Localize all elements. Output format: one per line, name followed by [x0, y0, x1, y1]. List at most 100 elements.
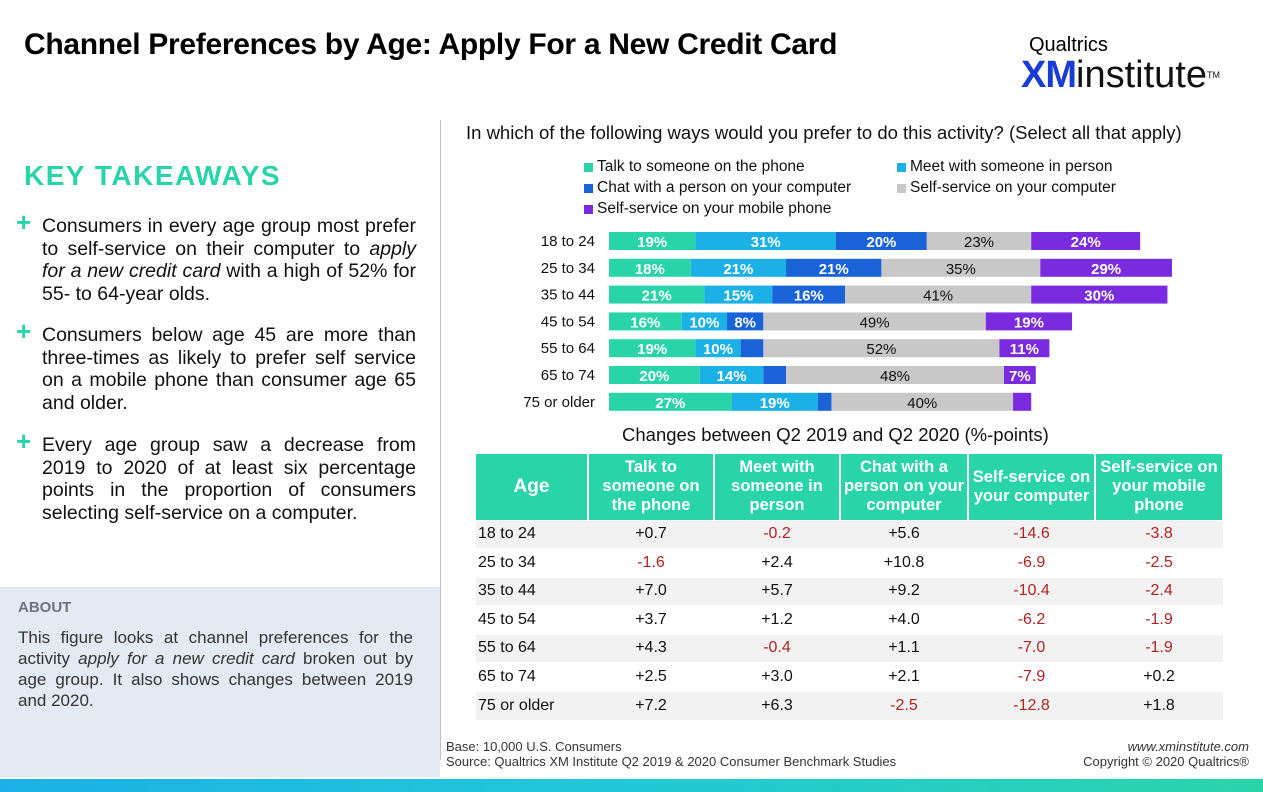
column-header: Self-service on your mobile phone [1095, 454, 1224, 520]
bar-segment [1031, 285, 1168, 304]
key-takeaways-heading: KEY TAKEAWAYS [24, 160, 282, 191]
footer-copyright: Copyright © 2020 Qualtrics® [1083, 754, 1249, 769]
bar-segment [817, 392, 832, 411]
bar-segment [695, 232, 836, 250]
bar-segment [740, 339, 764, 358]
about-text: This figure looks at channel preferences… [18, 628, 413, 710]
bar-segment [1003, 366, 1036, 384]
legend-swatch [897, 162, 906, 172]
table-row: 35 to 44 +7.0 +5.7 +9.2 -10.4 -2.4 [476, 576, 1223, 606]
logo-mark: XMinstituteTM [1021, 54, 1220, 96]
data-label: 19% [637, 234, 667, 251]
brand-gradient-bar [0, 779, 1263, 792]
data-label: 20% [639, 368, 669, 385]
table-row: 55 to 64 +4.3 -0.4 +1.1 -7.0 -1.9 [476, 633, 1223, 663]
column-header: Age [476, 454, 589, 520]
bar-segment [699, 366, 764, 384]
bar-segment [786, 366, 1004, 384]
data-label: 10% [689, 314, 719, 331]
category-label: 65 to 74 [541, 367, 595, 384]
change-cell: -10.4 [968, 576, 1095, 606]
legend-swatch [584, 204, 593, 214]
category-label: 45 to 54 [541, 313, 595, 330]
change-cell: +0.7 [588, 519, 714, 549]
table-header-row: Age Talk to someone on the phone Meet with… [476, 454, 1224, 520]
bar-segment [727, 312, 764, 331]
plus-icon: + [16, 426, 32, 456]
age-cell: 25 to 34 [476, 548, 588, 577]
table-row: 18 to 24 +0.7 -0.2 +5.6 -14.6 -3.8 [476, 519, 1223, 549]
age-cell: 65 to 74 [476, 662, 588, 691]
data-label: 40% [907, 395, 937, 412]
legend-item: Meet with someone in person [897, 158, 1112, 176]
footer-source: Base: 10,000 U.S. Consumers Source: Qual… [446, 739, 896, 769]
category-label: 55 to 64 [541, 340, 595, 357]
table-row: 25 to 34 -1.6 +2.4 +10.8 -6.9 -2.5 [476, 548, 1223, 577]
legend-label: Self-service on your computer [910, 179, 1116, 196]
bar-segment [609, 339, 696, 358]
bar-segment [881, 258, 1041, 277]
change-cell: +7.2 [588, 690, 714, 720]
plus-icon: + [16, 207, 32, 237]
change-cell: +1.8 [1095, 690, 1223, 720]
footer-base: Base: 10,000 U.S. Consumers [446, 739, 622, 754]
legend-item: Chat with a person on your computer [584, 179, 851, 197]
change-cell: +10.8 [840, 548, 968, 577]
data-label: 16% [794, 288, 824, 305]
bar-segment [609, 258, 691, 277]
panel-divider [440, 120, 441, 760]
bar-segment [763, 312, 986, 331]
data-label: 30% [1084, 288, 1114, 305]
age-cell: 45 to 54 [476, 605, 588, 634]
change-cell: +2.1 [840, 662, 968, 691]
change-cell: +5.6 [840, 519, 968, 549]
change-cell: -1.9 [1095, 633, 1223, 663]
category-label: 18 to 24 [541, 233, 595, 250]
data-label: 19% [760, 395, 790, 412]
data-label: 48% [880, 368, 910, 385]
table-row: 75 or older +7.2 +6.3 -2.5 -12.8 +1.8 [476, 690, 1223, 720]
key-takeaways-panel: KEY TAKEAWAYS + Consumers in every age g… [0, 120, 440, 590]
footer-credits: www.xminstitute.com Copyright © 2020 Qua… [1083, 739, 1249, 769]
stacked-bar-chart: 18 to 24 19% 31% 20% 23% 24% 25 to 34 18% 21% 21%… [523, 232, 1172, 412]
change-cell: +7.0 [588, 576, 714, 606]
change-cell: -7.9 [968, 662, 1095, 691]
data-label: 21% [723, 261, 753, 278]
legend-label: Chat with a person on your computer [597, 179, 852, 196]
footer-url[interactable]: www.xminstitute.com [1127, 739, 1249, 754]
about-box: ABOUT This figure looks at channel prefe… [0, 587, 440, 777]
change-cell: +2.5 [588, 662, 714, 691]
legend-label: Talk to someone on the phone [597, 158, 805, 175]
data-label: 11% [1010, 341, 1039, 358]
data-label: 52% [866, 341, 896, 358]
legend-swatch [897, 183, 906, 193]
change-cell: +5.7 [714, 576, 840, 606]
age-cell: 35 to 44 [476, 576, 588, 606]
bar-segment [772, 285, 846, 304]
change-cell: -1.6 [588, 548, 714, 577]
data-label: 15% [723, 288, 753, 305]
bar-segment [690, 258, 787, 277]
table-row: 45 to 54 +3.7 +1.2 +4.0 -6.2 -1.9 [476, 605, 1223, 634]
data-label: 19% [637, 341, 667, 358]
legend-item: Self-service on your computer [897, 179, 1116, 197]
bar-segment [1031, 232, 1141, 250]
data-label: 18% [635, 261, 665, 278]
category-label: 75 or older [523, 394, 595, 411]
bar-segment [609, 285, 705, 304]
data-label: 21% [819, 261, 849, 278]
change-cell: -2.4 [1095, 576, 1223, 606]
data-label: 41% [923, 288, 953, 305]
legend-label: Self-service on your mobile phone [597, 200, 832, 217]
bar-segment [695, 339, 741, 358]
legend-swatch [584, 183, 593, 193]
bar-segment [609, 366, 700, 384]
plus-icon: + [16, 316, 32, 346]
change-cell: +6.3 [714, 690, 840, 720]
change-cell: +9.2 [840, 576, 968, 606]
change-cell: +1.1 [840, 633, 968, 663]
bar-segment [704, 285, 773, 304]
change-cell: -1.9 [1095, 605, 1223, 634]
data-label: 31% [751, 234, 781, 251]
column-header: Meet with someone in person [714, 454, 841, 520]
